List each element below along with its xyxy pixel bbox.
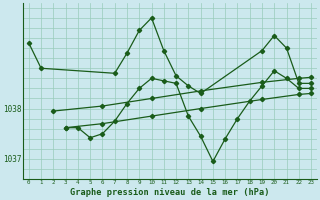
X-axis label: Graphe pression niveau de la mer (hPa): Graphe pression niveau de la mer (hPa)	[70, 188, 270, 197]
